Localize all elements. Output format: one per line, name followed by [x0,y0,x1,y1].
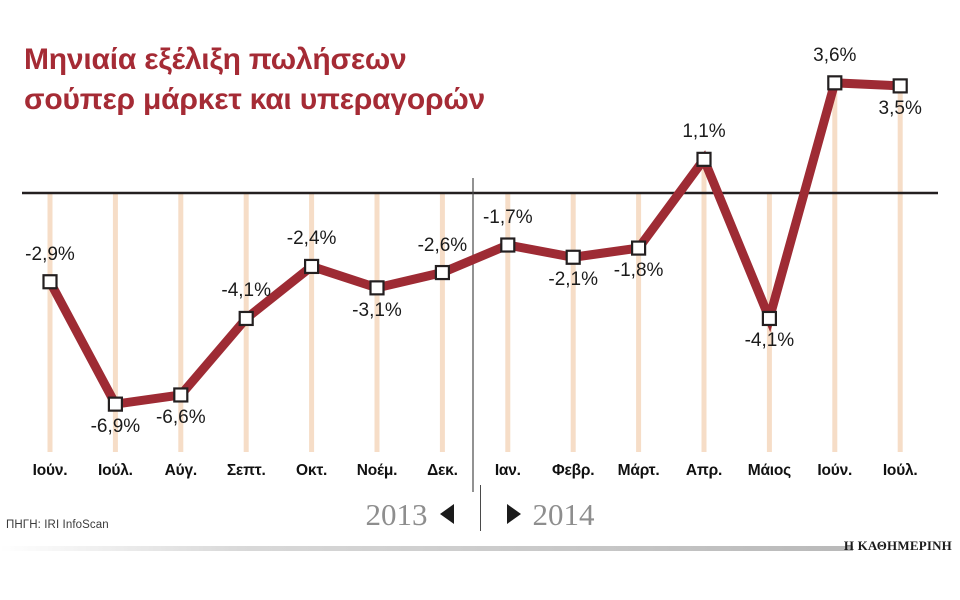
data-value-label: -2,4% [286,228,337,250]
data-value-label: -1,7% [482,207,533,229]
data-value-label: -2,6% [417,234,468,256]
data-point-marker[interactable] [696,151,712,167]
x-axis-month-label: Αύγ. [164,462,198,479]
title-line-1: Μηνιαία εξέλιξη πωλήσεων [24,43,407,76]
x-axis-month-label: Ιαν. [494,462,521,479]
data-point-marker[interactable] [434,264,450,281]
data-point-marker[interactable] [827,75,843,91]
series-line [46,78,901,410]
data-point-marker[interactable] [500,237,516,253]
data-point-marker[interactable] [173,387,189,403]
x-axis-month-label: Μάρτ. [617,462,660,479]
data-point-marker[interactable] [42,274,58,290]
data-value-label: 1,1% [682,121,726,143]
title-line-2: σούπερ μάρκετ και υπεραγορών [24,82,485,116]
data-point-marker[interactable] [565,249,581,265]
data-point-marker[interactable] [304,258,320,275]
data-point-marker[interactable] [630,240,647,256]
x-axis-month-label: Ιούν. [817,462,853,479]
data-value-label: -4,1% [221,280,272,302]
data-value-label: -2,9% [25,243,75,265]
data-value-label: -2,1% [548,269,599,291]
data-point-marker[interactable] [107,396,124,412]
x-axis-month-label: Ιούλ. [98,462,133,479]
data-point-marker[interactable] [369,280,385,296]
data-value-label: 3,5% [878,97,922,119]
x-axis-month-label: Νοέμ. [356,462,398,479]
data-point-marker[interactable] [892,78,908,94]
data-value-label: 3,6% [813,44,857,66]
data-value-label: -6,6% [155,406,206,428]
data-value-label: -1,8% [613,260,664,282]
brand-rule [0,546,853,551]
brand-name: Η ΚΑΘΗΜΕΡΙΝΗ [843,538,952,553]
x-axis-month-label: Απρ. [685,462,723,479]
page-title: Μηνιαία εξέλιξη πωλήσεων σούπερ μάρκετ κ… [24,40,644,120]
x-axis-month-label: Φεβρ. [551,462,595,479]
data-point-marker[interactable] [238,310,254,327]
x-axis-month-label: Σεπτ. [226,462,266,479]
x-axis-month-label: Μάιος [747,462,792,479]
data-value-label: -4,1% [744,330,795,352]
x-axis-month-label: Ιούν. [32,462,68,479]
data-value-label: -6,9% [90,416,141,438]
data-point-marker[interactable] [761,310,778,327]
data-value-label: -3,1% [352,299,402,321]
source-note: ΠΗΓΗ: IRI InfoScan [6,519,109,531]
x-axis-month-label: Δεκ. [427,462,458,479]
x-axis-month-label: Ιούλ. [882,462,918,479]
x-axis-month-label: Οκτ. [296,462,328,479]
